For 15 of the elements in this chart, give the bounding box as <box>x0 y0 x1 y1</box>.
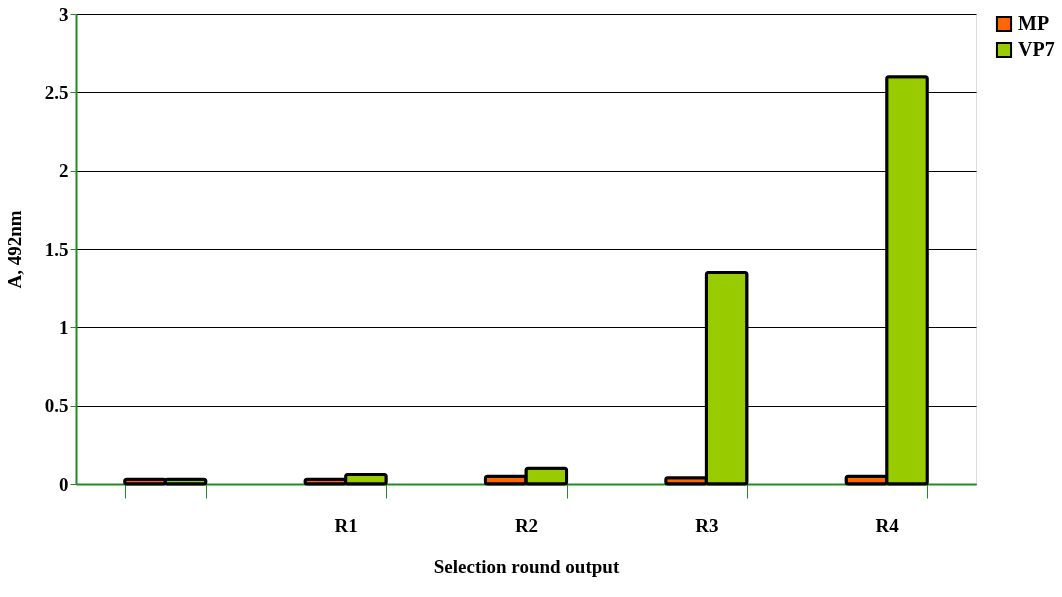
x-tick-label: R4 <box>875 514 900 536</box>
x-tick-label: R1 <box>334 514 358 536</box>
y-tick-label: 1 <box>59 316 69 338</box>
legend-label: VP7 <box>1018 38 1055 60</box>
x-axis-title: Selection round output <box>433 555 620 577</box>
x-tick-label: R2 <box>514 514 539 536</box>
y-tick-label: 3 <box>59 3 69 25</box>
y-axis-title: A, 492nm <box>3 210 25 289</box>
y-tick-label: 1.5 <box>44 238 69 260</box>
legend-label: MP <box>1018 12 1050 34</box>
y-tick-label: 0 <box>59 473 69 495</box>
y-tick-label: 2.5 <box>44 81 69 103</box>
y-tick-label: 0.5 <box>44 395 69 417</box>
x-tick-label: R3 <box>695 514 719 536</box>
y-tick-label: 2 <box>59 160 69 182</box>
